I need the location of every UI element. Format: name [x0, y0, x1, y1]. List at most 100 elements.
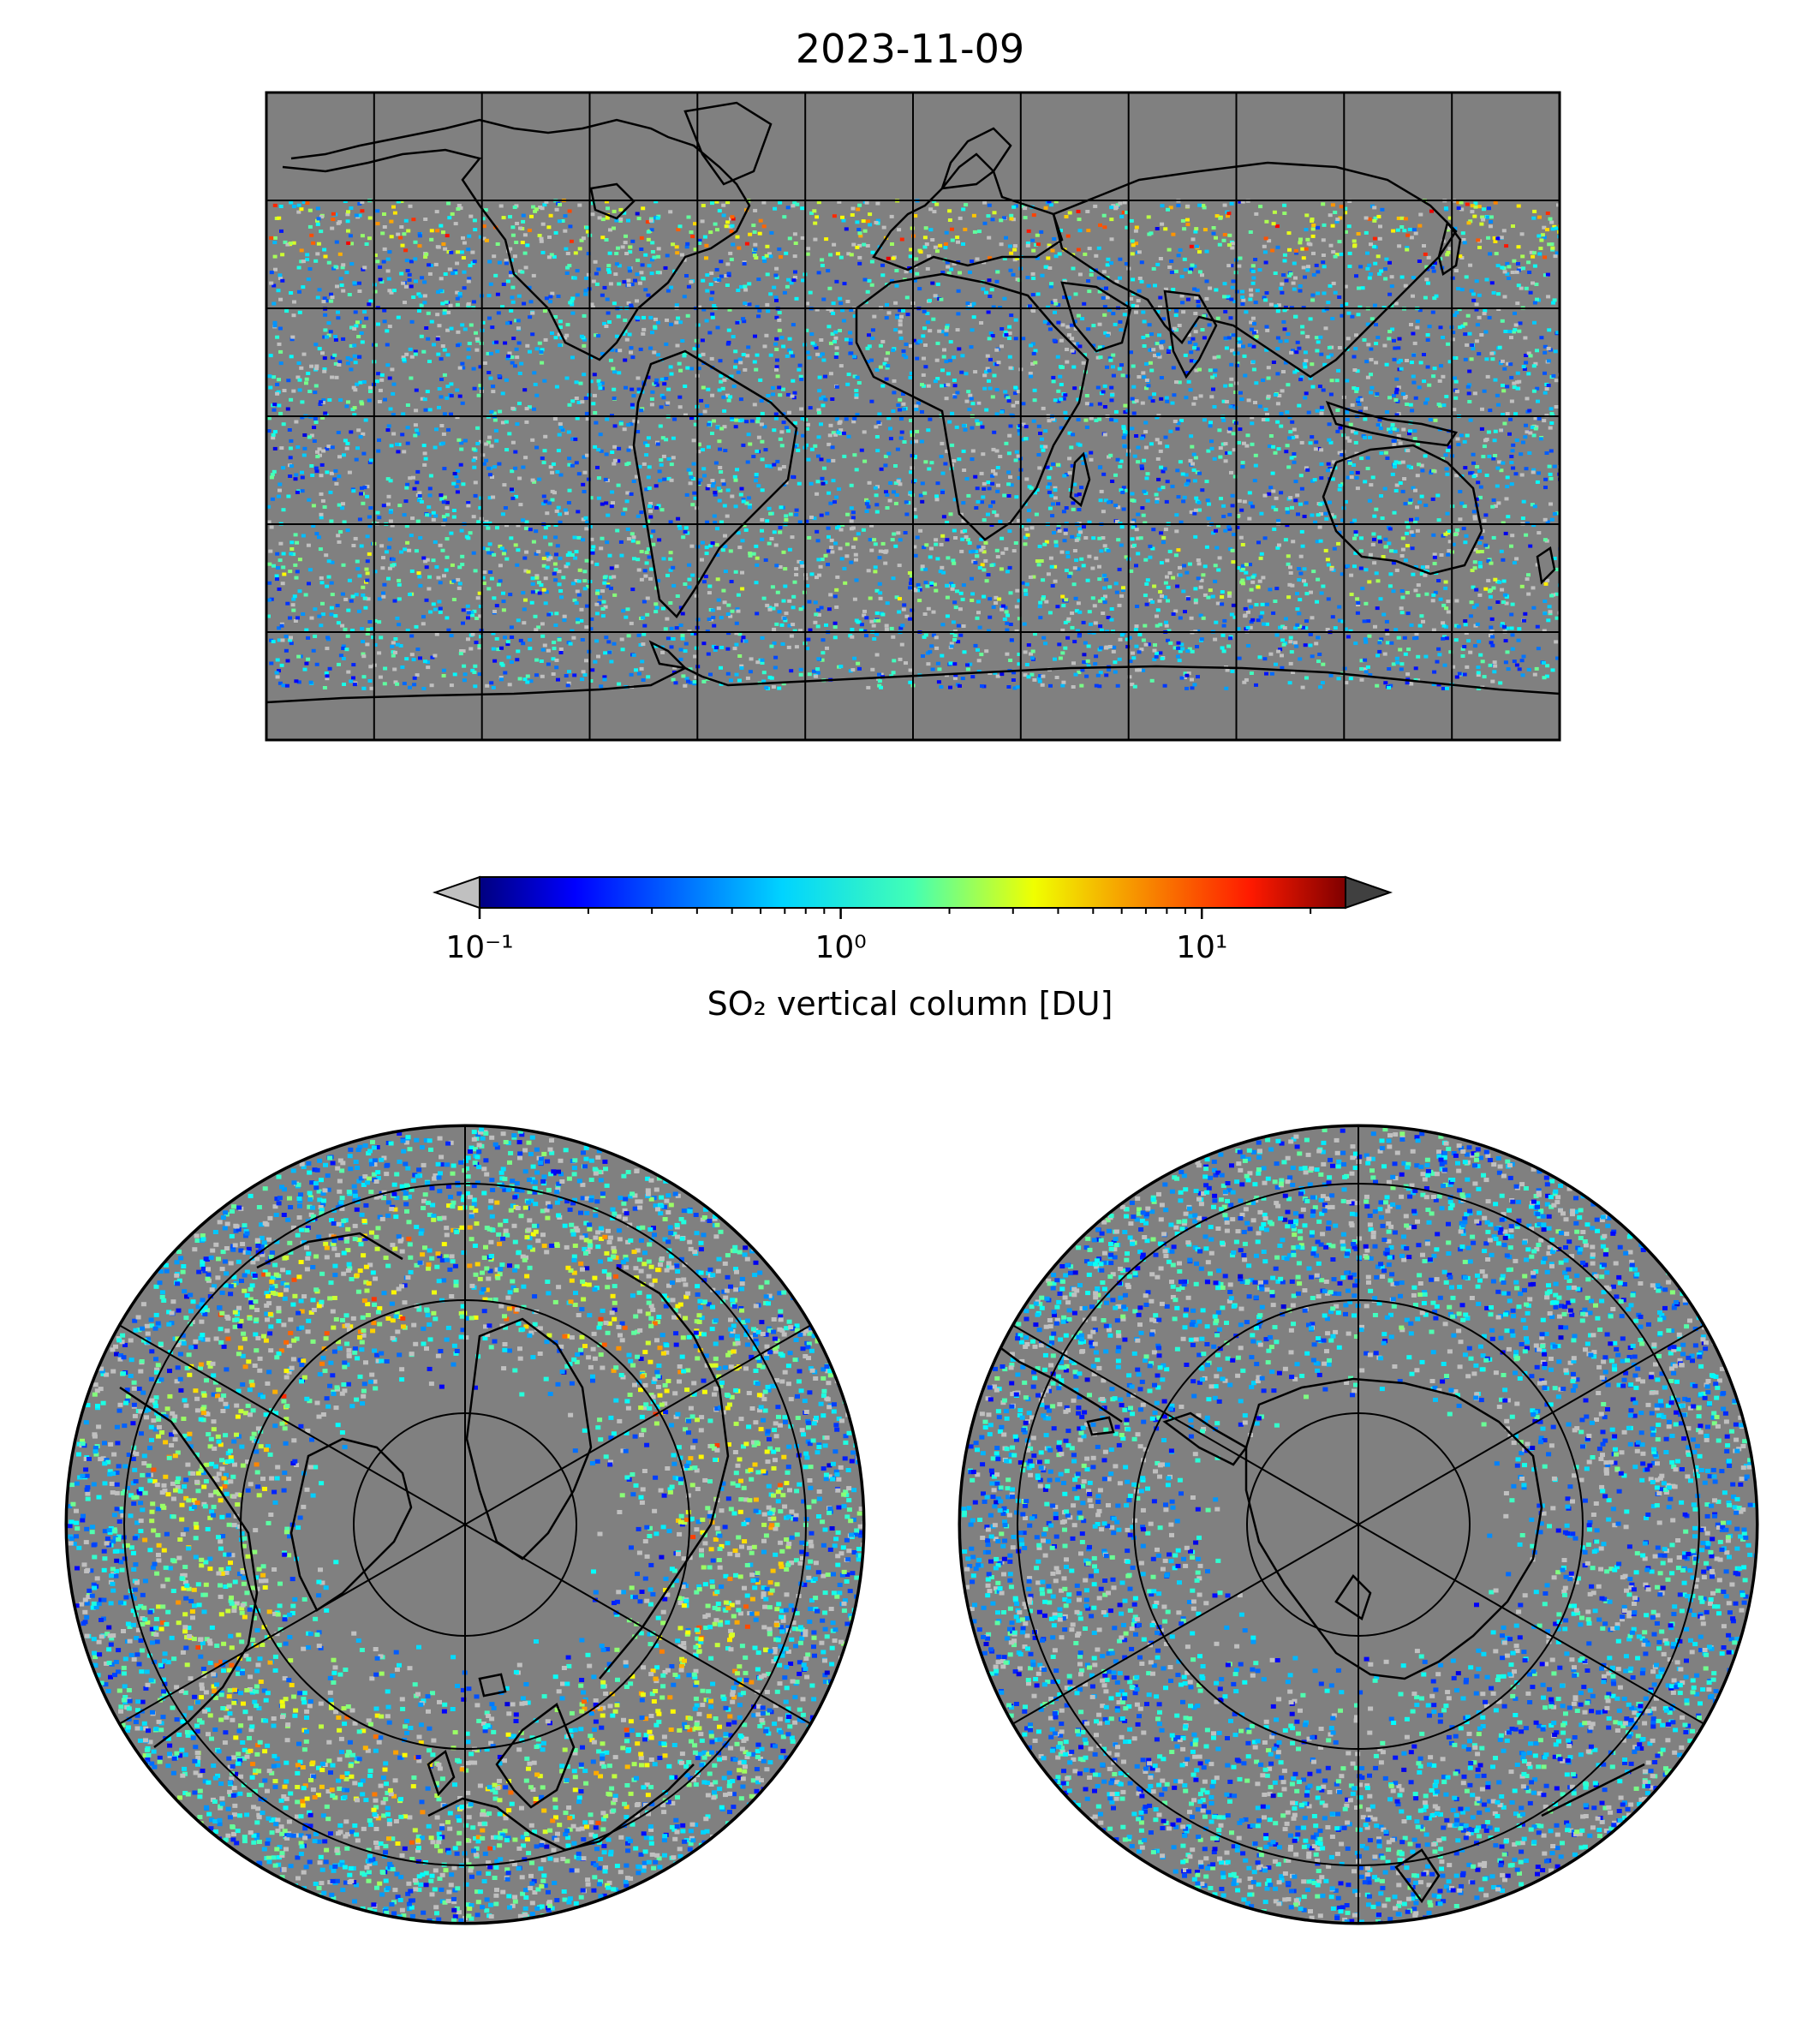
so2-pixel: [595, 591, 600, 595]
so2-pixel: [917, 599, 922, 603]
so2-pixel: [389, 290, 394, 295]
so2-pixel: [885, 492, 890, 497]
so2-pixel: [1202, 418, 1207, 422]
so2-pixel: [922, 236, 928, 240]
so2-pixel: [541, 557, 546, 560]
so2-pixel: [1367, 634, 1372, 638]
so2-pixel: [857, 203, 862, 207]
so2-pixel: [668, 568, 673, 572]
so2-pixel: [1210, 594, 1215, 599]
so2-pixel: [716, 606, 721, 611]
so2-pixel: [882, 361, 887, 366]
so2-pixel: [661, 557, 666, 561]
so2-pixel: [439, 497, 445, 501]
so2-pixel: [1446, 250, 1451, 254]
so2-pixel: [1407, 227, 1412, 231]
so2-pixel: [1526, 351, 1531, 355]
so2-pixel: [1209, 439, 1214, 444]
so2-pixel: [965, 663, 970, 667]
so2-pixel: [1411, 276, 1416, 280]
so2-pixel: [412, 486, 417, 491]
so2-pixel: [1208, 368, 1213, 373]
so2-pixel: [612, 424, 618, 428]
so2-pixel: [272, 324, 277, 328]
so2-pixel: [389, 444, 394, 448]
so2-pixel: [1089, 416, 1094, 421]
so2-pixel: [690, 235, 695, 239]
so2-pixel: [1411, 534, 1416, 537]
so2-pixel: [710, 479, 715, 482]
so2-pixel: [472, 609, 477, 613]
so2-pixel: [269, 271, 274, 275]
so2-pixel: [845, 512, 850, 516]
so2-pixel: [1308, 242, 1313, 247]
so2-pixel: [651, 542, 656, 546]
so2-pixel: [644, 487, 649, 492]
so2-pixel: [1262, 295, 1267, 300]
so2-pixel: [945, 595, 950, 600]
so2-pixel: [720, 386, 725, 391]
so2-pixel: [312, 426, 317, 429]
so2-pixel: [1276, 303, 1281, 307]
so2-pixel: [564, 564, 569, 569]
so2-pixel: [738, 397, 743, 402]
so2-pixel: [1505, 272, 1510, 276]
so2-pixel: [1504, 244, 1509, 248]
so2-pixel: [743, 288, 749, 292]
so2-pixel: [794, 573, 799, 576]
so2-pixel: [1257, 268, 1262, 272]
so2-pixel: [1376, 214, 1381, 218]
so2-pixel: [322, 356, 327, 361]
so2-pixel: [326, 445, 331, 449]
so2-pixel: [1353, 530, 1358, 534]
so2-pixel: [557, 433, 562, 437]
so2-pixel: [1416, 594, 1421, 598]
so2-pixel: [1549, 517, 1554, 522]
so2-pixel: [301, 612, 306, 616]
so2-pixel: [416, 292, 421, 296]
so2-pixel: [345, 212, 350, 217]
so2-pixel: [637, 464, 642, 468]
so2-pixel: [1556, 203, 1560, 207]
so2-pixel: [985, 354, 990, 358]
so2-pixel: [970, 260, 975, 264]
so2-pixel: [874, 611, 880, 615]
so2-pixel: [654, 383, 659, 387]
so2-pixel: [533, 614, 538, 618]
so2-pixel: [1423, 654, 1429, 659]
so2-pixel: [950, 238, 955, 242]
so2-pixel: [1456, 200, 1461, 205]
so2-pixel: [602, 321, 607, 325]
so2-pixel: [1048, 284, 1053, 289]
so2-pixel: [760, 636, 765, 640]
so2-pixel: [891, 635, 896, 639]
so2-pixel: [1275, 347, 1280, 351]
so2-pixel: [1475, 622, 1480, 626]
so2-pixel: [541, 494, 546, 498]
so2-pixel: [433, 540, 438, 544]
so2-pixel: [987, 629, 991, 633]
so2-pixel: [1537, 531, 1542, 535]
so2-pixel: [320, 612, 325, 617]
so2-pixel: [751, 224, 756, 228]
so2-pixel: [1375, 254, 1381, 259]
so2-pixel: [1272, 527, 1277, 531]
so2-pixel: [830, 397, 835, 401]
so2-pixel: [1139, 464, 1144, 468]
so2-pixel: [1080, 457, 1085, 461]
so2-pixel: [474, 641, 479, 645]
so2-pixel: [1222, 618, 1227, 623]
so2-pixel: [1464, 631, 1469, 636]
so2-pixel: [1057, 252, 1062, 256]
so2-pixel: [313, 391, 318, 395]
so2-pixel: [1131, 656, 1137, 660]
so2-pixel: [834, 605, 839, 609]
so2-pixel: [294, 473, 299, 477]
so2-pixel: [496, 311, 501, 315]
so2-pixel: [852, 355, 856, 359]
so2-pixel: [647, 465, 652, 469]
so2-pixel: [378, 388, 383, 392]
so2-pixel: [1316, 291, 1321, 295]
so2-pixel: [386, 576, 391, 581]
so2-pixel: [1073, 596, 1078, 600]
